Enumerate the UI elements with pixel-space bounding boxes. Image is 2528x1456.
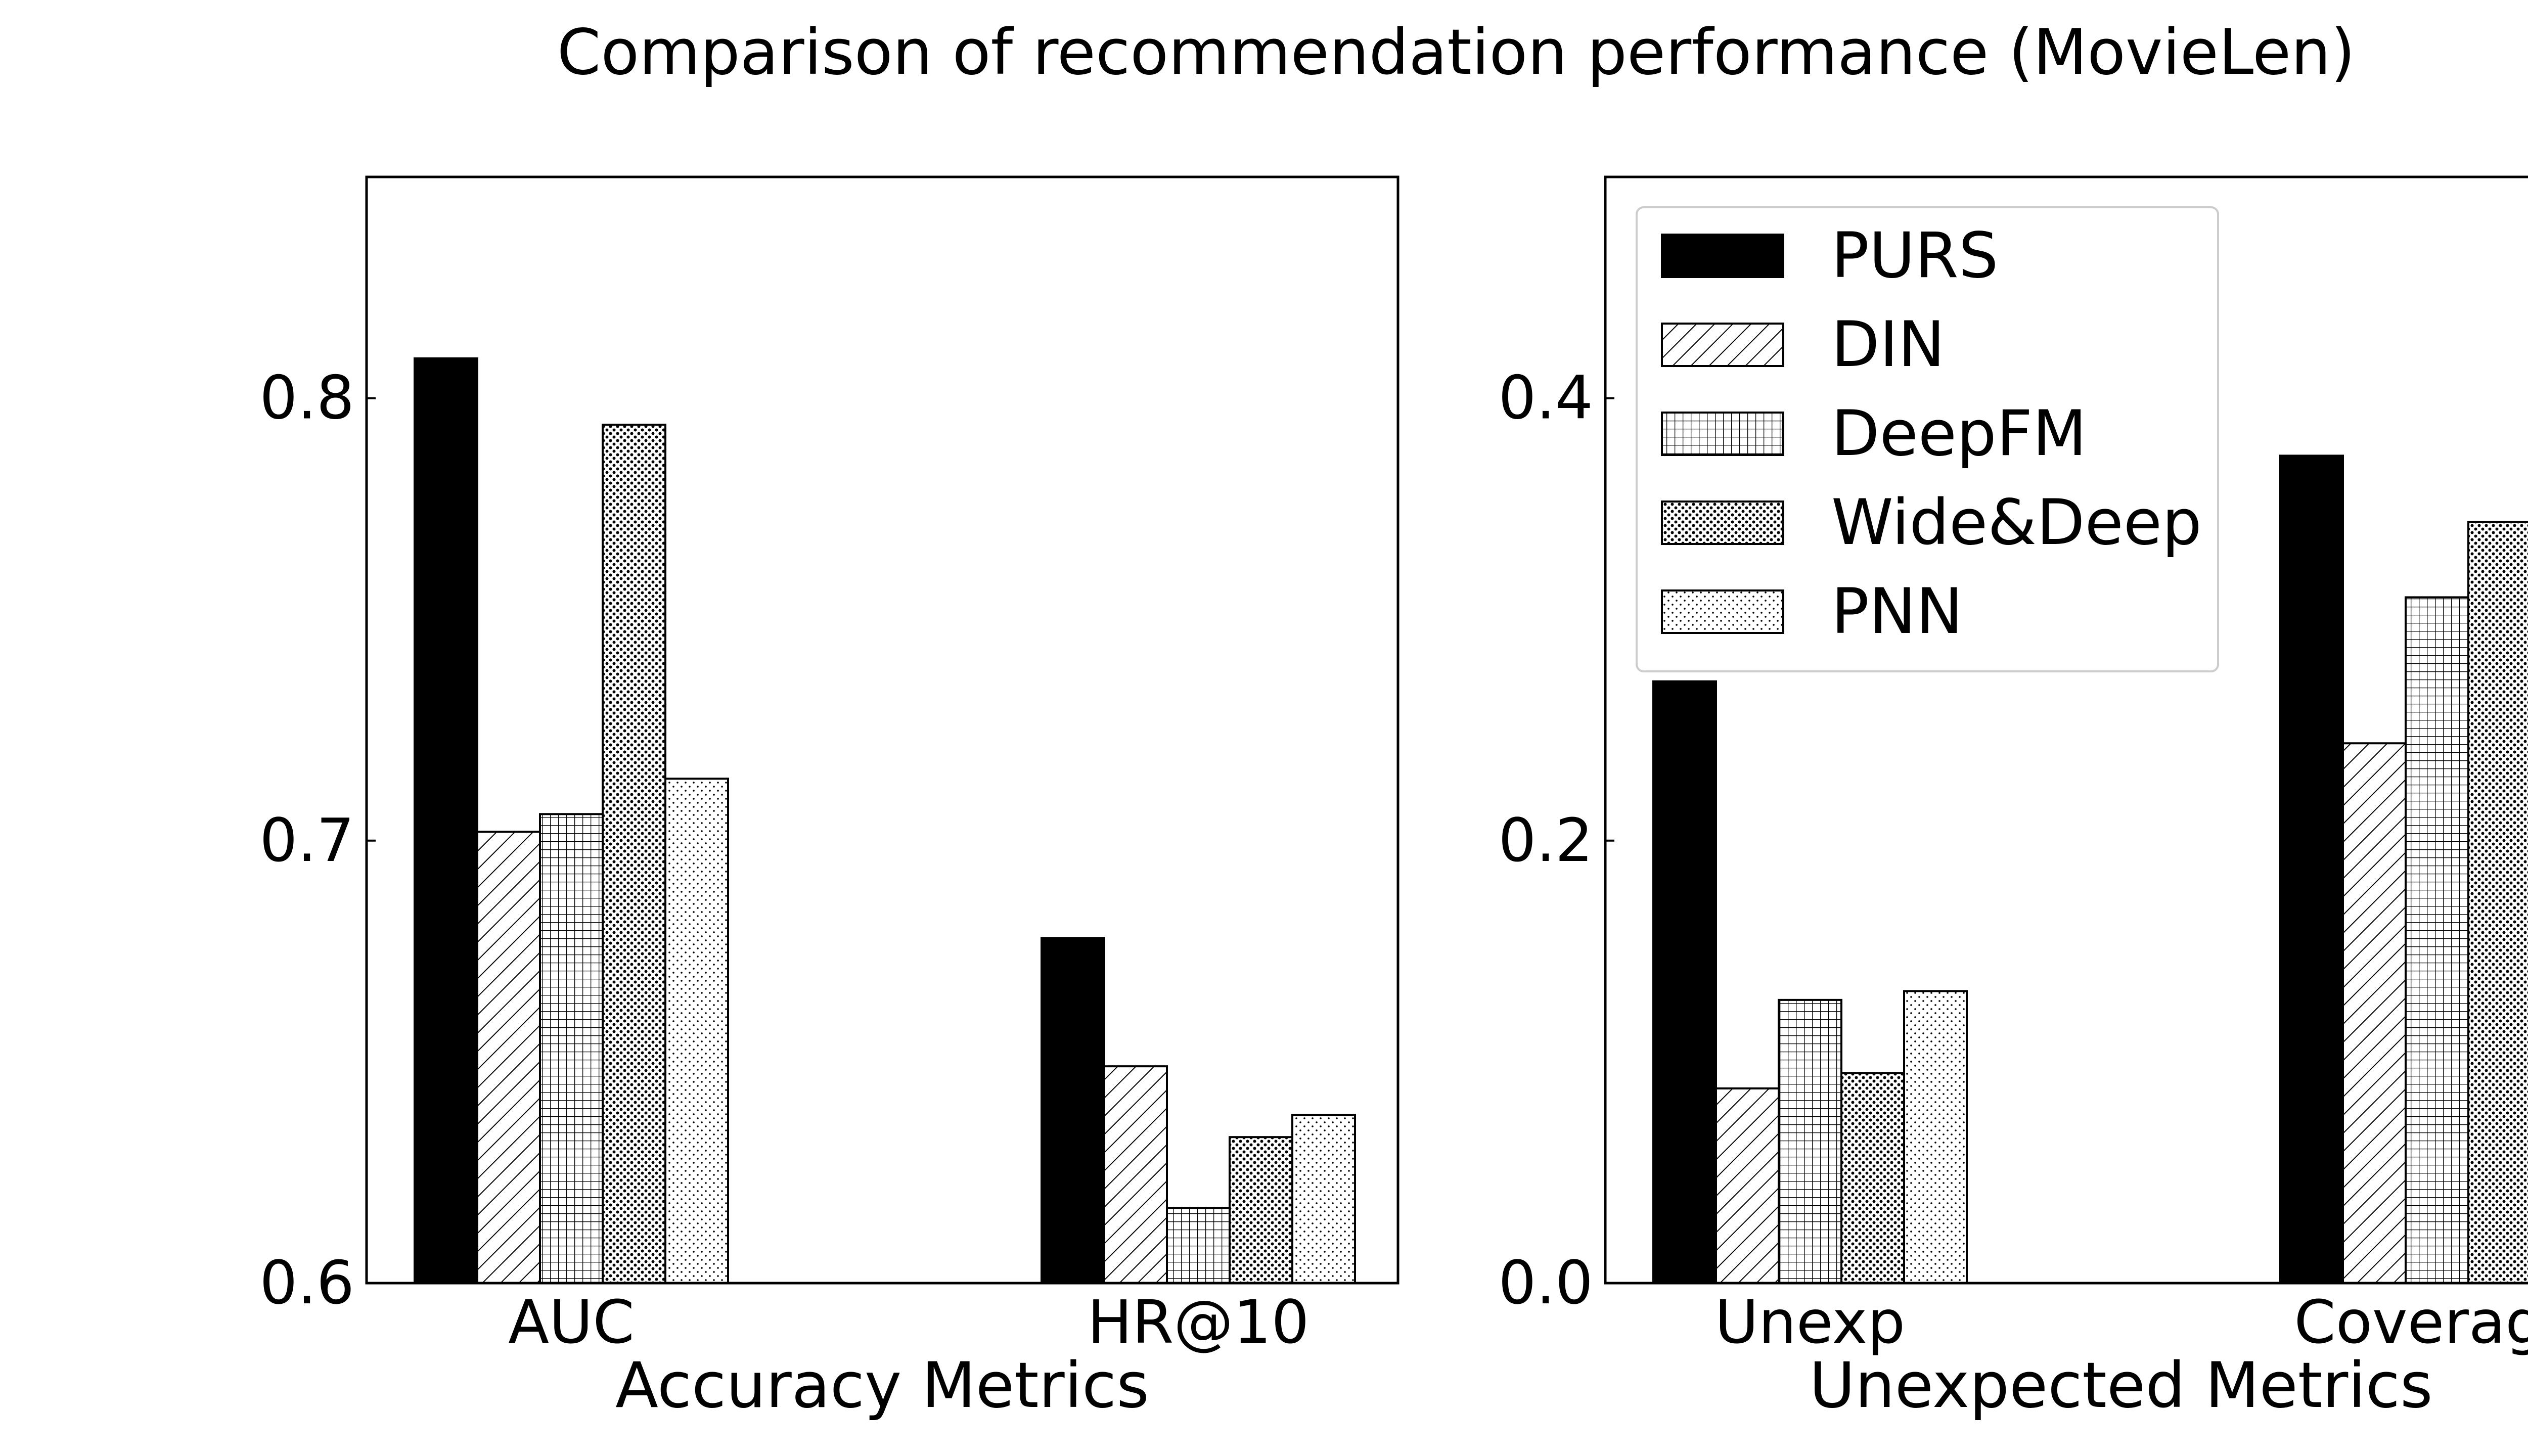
x-axis-label: Unexpected Metrics [1809, 1349, 2432, 1422]
y-tick-label: 0.2 [1498, 805, 1593, 875]
legend-swatch-purs [1661, 234, 1784, 278]
y-tick-label: 0.0 [1498, 1248, 1593, 1317]
bar-wide-deep-hr-10 [1229, 1136, 1293, 1285]
bar-purs-unexp [1652, 680, 1717, 1284]
legend-label-din: DIN [1831, 308, 1945, 381]
bar-din-coverage [2342, 742, 2407, 1284]
bar-deepfm-hr-10 [1166, 1207, 1231, 1285]
bar-wide-deep-coverage [2467, 521, 2528, 1284]
bar-din-hr-10 [1103, 1065, 1168, 1285]
axes-frame-2 [1604, 175, 2528, 1285]
bar-purs-hr-10 [1041, 937, 1105, 1284]
bar-purs-auc [414, 357, 478, 1284]
legend-label-pnn: PNN [1831, 575, 1963, 648]
bar-wide-deep-auc [602, 424, 666, 1284]
x-axis-label: Accuracy Metrics [615, 1349, 1149, 1422]
legend-swatch-deepfm [1661, 412, 1784, 456]
x-tick-label: AUC [508, 1287, 634, 1357]
x-tick-label: Coverage [2294, 1287, 2528, 1357]
bar-din-auc [476, 831, 541, 1284]
x-tick-label: HR@10 [1088, 1287, 1310, 1357]
y-tick-label: 0.6 [259, 1248, 354, 1317]
legend-label-wide-deep: Wide&Deep [1831, 486, 2202, 559]
bar-deepfm-unexp [1778, 998, 1842, 1284]
y-tick-label: 0.4 [1498, 363, 1593, 433]
axes-frame-1 [365, 175, 1400, 1285]
bar-wide-deep-unexp [1840, 1072, 1905, 1285]
legend-swatch-din [1661, 323, 1784, 367]
legend-label-purs: PURS [1831, 219, 1998, 292]
bar-deepfm-coverage [2405, 596, 2469, 1284]
figure-title: Comparison of recommendation performance… [557, 16, 2356, 89]
bar-pnn-auc [664, 778, 729, 1284]
y-tick-label: 0.7 [259, 805, 354, 875]
legend-swatch-wide-deep [1661, 500, 1784, 545]
bar-pnn-unexp [1903, 990, 1968, 1285]
legend-swatch-pnn [1661, 589, 1784, 634]
x-tick-label: Unexp [1715, 1287, 1905, 1357]
bar-pnn-hr-10 [1291, 1114, 1356, 1285]
bar-din-unexp [1715, 1087, 1780, 1285]
y-tick-label: 0.8 [259, 363, 354, 433]
bar-purs-coverage [2279, 454, 2344, 1284]
legend-label-deepfm: DeepFM [1831, 397, 2087, 470]
bar-deepfm-auc [539, 813, 604, 1284]
